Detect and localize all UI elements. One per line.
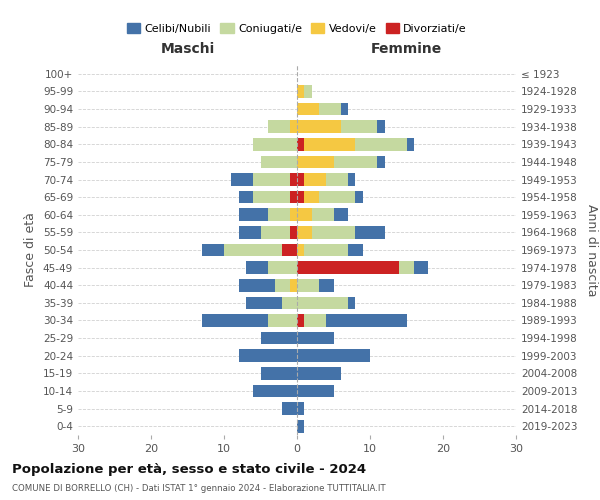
Bar [297, 262, 399, 274]
Bar [246, 296, 283, 309]
Bar [268, 120, 290, 133]
Bar [253, 138, 297, 150]
Bar [297, 332, 334, 344]
Bar [304, 85, 311, 98]
Bar [311, 226, 355, 238]
Bar [348, 244, 363, 256]
Bar [290, 173, 297, 186]
Bar [297, 173, 304, 186]
Bar [304, 191, 319, 203]
Bar [319, 279, 334, 291]
Bar [304, 173, 326, 186]
Text: Popolazione per età, sesso e stato civile - 2024: Popolazione per età, sesso e stato civil… [12, 462, 366, 475]
Text: Femmine: Femmine [371, 42, 442, 56]
Bar [268, 208, 290, 221]
Bar [297, 156, 334, 168]
Bar [297, 191, 304, 203]
Bar [224, 244, 283, 256]
Bar [304, 138, 355, 150]
Bar [297, 296, 348, 309]
Bar [297, 384, 334, 398]
Bar [355, 191, 362, 203]
Bar [297, 350, 370, 362]
Bar [253, 384, 297, 398]
Text: Maschi: Maschi [160, 42, 215, 56]
Legend: Celibi/Nubili, Coniugati/e, Vedovi/e, Divorziati/e: Celibi/Nubili, Coniugati/e, Vedovi/e, Di… [122, 19, 472, 38]
Bar [239, 279, 275, 291]
Bar [283, 402, 297, 415]
Bar [297, 85, 304, 98]
Bar [260, 226, 290, 238]
Bar [297, 138, 304, 150]
Bar [355, 226, 385, 238]
Bar [260, 367, 297, 380]
Text: COMUNE DI BORRELLO (CH) - Dati ISTAT 1° gennaio 2024 - Elaborazione TUTTITALIA.I: COMUNE DI BORRELLO (CH) - Dati ISTAT 1° … [12, 484, 386, 493]
Bar [341, 102, 348, 116]
Bar [414, 262, 428, 274]
Bar [377, 156, 385, 168]
Bar [297, 120, 341, 133]
Bar [253, 191, 290, 203]
Bar [239, 350, 297, 362]
Bar [377, 120, 385, 133]
Bar [283, 296, 297, 309]
Bar [260, 156, 297, 168]
Bar [232, 173, 253, 186]
Bar [297, 367, 341, 380]
Bar [297, 420, 304, 432]
Bar [297, 279, 319, 291]
Bar [239, 208, 268, 221]
Bar [290, 208, 297, 221]
Y-axis label: Fasce di età: Fasce di età [25, 212, 37, 288]
Bar [297, 208, 311, 221]
Bar [304, 244, 348, 256]
Bar [311, 208, 334, 221]
Bar [399, 262, 414, 274]
Bar [297, 226, 311, 238]
Bar [202, 244, 224, 256]
Bar [246, 262, 268, 274]
Bar [407, 138, 414, 150]
Bar [326, 314, 407, 327]
Bar [260, 332, 297, 344]
Bar [304, 314, 326, 327]
Bar [202, 314, 268, 327]
Bar [283, 244, 297, 256]
Bar [297, 244, 304, 256]
Bar [319, 191, 355, 203]
Bar [290, 279, 297, 291]
Bar [326, 173, 348, 186]
Bar [297, 402, 304, 415]
Bar [290, 226, 297, 238]
Bar [348, 173, 355, 186]
Bar [275, 279, 290, 291]
Bar [268, 314, 297, 327]
Bar [290, 120, 297, 133]
Bar [253, 173, 290, 186]
Bar [348, 296, 355, 309]
Bar [341, 120, 377, 133]
Bar [239, 191, 253, 203]
Bar [297, 102, 319, 116]
Y-axis label: Anni di nascita: Anni di nascita [586, 204, 598, 296]
Bar [334, 208, 348, 221]
Bar [355, 138, 407, 150]
Bar [239, 226, 260, 238]
Bar [319, 102, 341, 116]
Bar [268, 262, 297, 274]
Bar [290, 191, 297, 203]
Bar [297, 314, 304, 327]
Bar [334, 156, 377, 168]
